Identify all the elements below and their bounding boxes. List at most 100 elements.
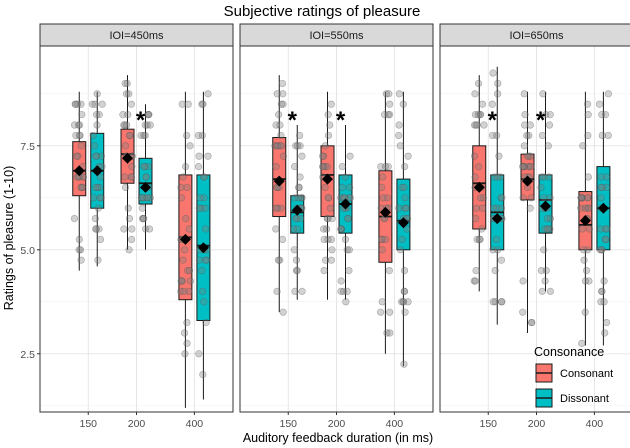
data-point xyxy=(181,350,189,358)
data-point xyxy=(142,173,150,181)
data-point xyxy=(528,318,536,327)
mean-marker xyxy=(140,181,151,193)
significance-star: * xyxy=(136,107,146,134)
data-point xyxy=(471,173,479,181)
data-point xyxy=(492,235,501,243)
box-group xyxy=(537,90,555,295)
data-point xyxy=(140,194,148,202)
mean-marker xyxy=(379,206,391,218)
data-point xyxy=(199,287,207,295)
data-point xyxy=(296,173,304,181)
data-point xyxy=(199,370,207,379)
data-point xyxy=(139,215,147,223)
data-point xyxy=(602,235,610,243)
data-point xyxy=(473,235,481,243)
x-tick-label: 150 xyxy=(79,418,97,430)
data-point xyxy=(298,194,306,202)
data-point xyxy=(273,142,281,150)
data-point xyxy=(602,318,611,327)
data-point xyxy=(577,204,585,212)
data-point xyxy=(601,329,609,337)
data-point xyxy=(90,142,99,150)
data-point xyxy=(276,121,284,129)
data-point xyxy=(125,246,133,254)
data-point xyxy=(327,256,335,264)
data-point xyxy=(203,256,211,264)
data-point xyxy=(292,215,300,223)
data-point xyxy=(137,131,145,140)
data-point xyxy=(498,298,506,306)
data-point xyxy=(597,173,605,181)
y-axis-title: Ratings of pleasure (1-10) xyxy=(2,166,16,311)
data-point xyxy=(543,225,551,233)
data-point xyxy=(141,121,149,129)
data-point xyxy=(578,194,586,202)
data-point xyxy=(290,194,299,202)
box-group xyxy=(595,90,612,346)
box-group xyxy=(377,90,394,354)
data-point xyxy=(385,111,394,119)
data-point xyxy=(321,183,329,192)
data-point xyxy=(519,308,527,316)
data-point xyxy=(121,183,130,192)
mean-marker xyxy=(291,204,303,216)
significance-star: * xyxy=(488,107,498,134)
box-group xyxy=(194,90,212,400)
data-point xyxy=(298,287,306,295)
data-point xyxy=(602,173,610,181)
data-point xyxy=(91,100,99,108)
data-point xyxy=(128,235,136,243)
data-point xyxy=(181,246,189,254)
data-point xyxy=(381,235,390,243)
data-point xyxy=(379,173,387,181)
data-point xyxy=(519,163,527,171)
data-point xyxy=(521,111,529,119)
mean-marker xyxy=(579,215,591,227)
data-point xyxy=(541,277,549,285)
data-point xyxy=(279,152,287,160)
data-point xyxy=(293,215,301,223)
data-point xyxy=(580,256,588,264)
data-point xyxy=(597,298,605,306)
data-point xyxy=(403,225,411,233)
data-point xyxy=(177,277,186,285)
data-point xyxy=(526,204,534,212)
data-point xyxy=(584,204,592,212)
data-point xyxy=(496,173,504,181)
data-point xyxy=(323,163,331,171)
data-point xyxy=(475,163,483,171)
data-point xyxy=(295,183,303,192)
data-point xyxy=(472,215,480,223)
data-point xyxy=(89,131,97,140)
data-point xyxy=(399,298,407,306)
data-point xyxy=(291,287,299,295)
data-point xyxy=(292,142,300,150)
data-point xyxy=(598,287,606,295)
data-point xyxy=(384,111,392,119)
data-point xyxy=(344,215,352,223)
data-point xyxy=(141,131,149,140)
data-point xyxy=(277,131,285,140)
mean-marker xyxy=(73,165,85,177)
data-point xyxy=(321,163,329,171)
data-point xyxy=(184,100,192,108)
data-point xyxy=(92,225,100,233)
data-point xyxy=(125,90,133,98)
data-point xyxy=(490,173,499,181)
data-point xyxy=(497,298,506,306)
data-point xyxy=(77,256,85,264)
data-point xyxy=(88,100,96,108)
data-point xyxy=(291,163,299,171)
data-point xyxy=(519,163,528,171)
data-point xyxy=(185,287,193,295)
data-point xyxy=(138,194,146,202)
data-point xyxy=(120,121,128,129)
data-point xyxy=(520,163,528,171)
data-point xyxy=(346,183,354,192)
data-point xyxy=(320,235,328,243)
data-point xyxy=(345,246,353,254)
data-point xyxy=(77,100,85,108)
data-point xyxy=(383,194,391,202)
data-point xyxy=(92,225,100,233)
